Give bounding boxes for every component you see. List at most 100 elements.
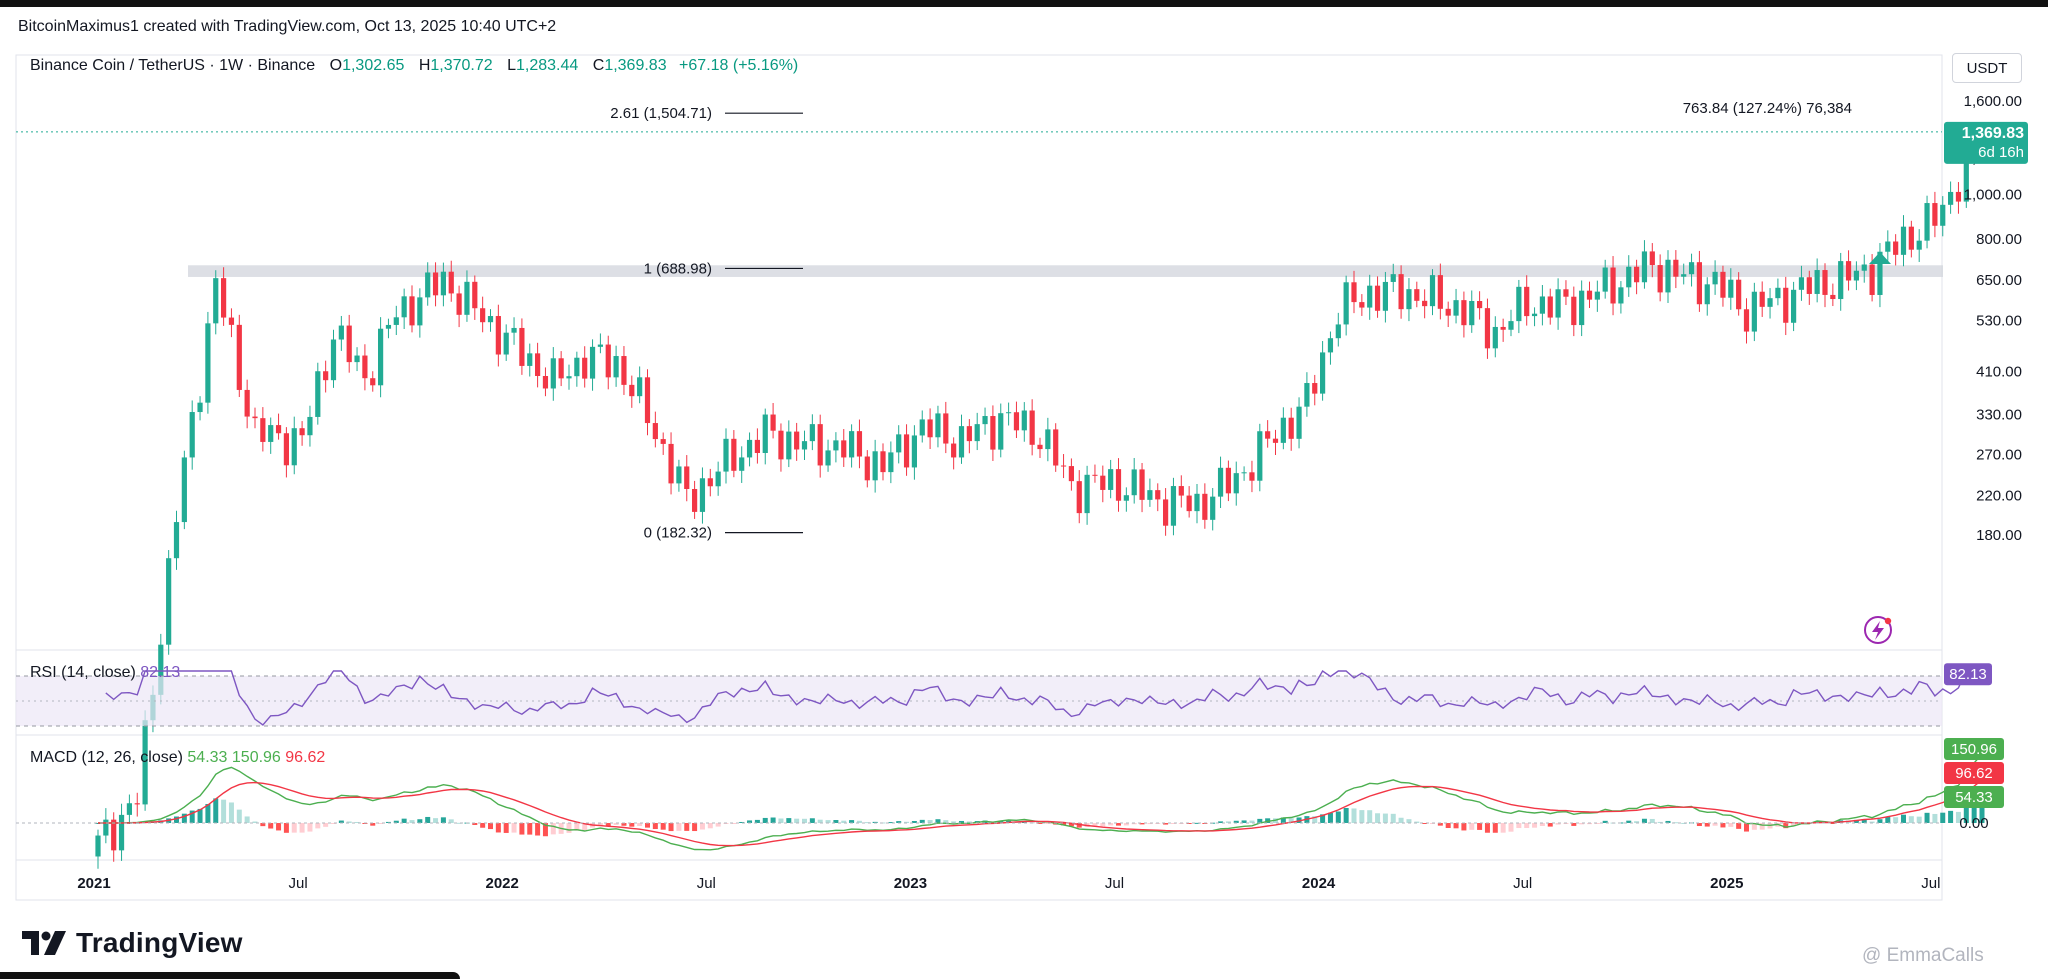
chart-frame (15, 54, 1943, 901)
macd-hist-bar (550, 823, 556, 835)
fib-label: 2.61 (1,504.71) (610, 105, 712, 122)
candle-body (1814, 270, 1820, 294)
candle-body (1649, 251, 1655, 266)
candle (1791, 281, 1797, 332)
candle (558, 351, 564, 387)
price-tick: 1,600.00 (1964, 93, 2022, 110)
symbol-name[interactable]: Binance Coin / TetherUS · 1W · Binance (30, 57, 316, 74)
macd-hist-bar (809, 818, 815, 823)
macd-hist-bar (731, 823, 737, 824)
candle (731, 430, 737, 478)
macd-hist-bar (1641, 818, 1647, 823)
macd-hist-bar (1249, 820, 1255, 823)
candle-body (1445, 308, 1451, 316)
candle (1210, 487, 1216, 531)
candle-body (197, 402, 203, 413)
candle (456, 285, 462, 328)
macd-hist-bar (1477, 823, 1483, 830)
macd-hist-bar (346, 821, 352, 823)
candle (794, 422, 800, 461)
candle-body (1853, 270, 1859, 281)
candle-body (1076, 481, 1082, 514)
macd-hist-bar (613, 823, 619, 825)
candle (1461, 291, 1467, 338)
candle-body (1453, 300, 1459, 316)
macd-hist-bar (645, 823, 650, 828)
candle (1021, 402, 1027, 442)
candle-body (974, 424, 980, 442)
macd-hist-bar (1539, 823, 1545, 827)
flash-icon-dot (1884, 617, 1892, 625)
rsi-legend[interactable]: RSI (14, close) 82.13 (30, 664, 180, 682)
fib-level[interactable]: 0 (182.32) (644, 525, 803, 542)
macd-hist-bar (1508, 823, 1514, 832)
fib-level[interactable]: 2.61 (1,504.71) (610, 105, 803, 122)
candle (1555, 278, 1561, 330)
signal-line (98, 779, 1983, 847)
candle (739, 446, 745, 483)
candle-body (1908, 226, 1914, 250)
candle (181, 450, 187, 530)
macd-hist-bar (503, 823, 509, 833)
candle (951, 437, 957, 470)
candle-body (825, 450, 831, 466)
candle-body (480, 308, 486, 323)
symbol-legend[interactable]: Binance Coin / TetherUS · 1W · Binance O… (30, 57, 798, 75)
candle-body (307, 416, 313, 436)
candle-body (1861, 264, 1867, 271)
candle (582, 346, 588, 388)
candle (896, 425, 902, 464)
price-badge[interactable]: 1,369.83 6d 16h (1944, 121, 2028, 164)
candle-body (660, 439, 666, 444)
candle (1013, 401, 1020, 439)
candle-body (370, 378, 376, 386)
candle (1382, 271, 1388, 323)
macd-hist-bar (911, 821, 917, 823)
macd-hist-bar (1163, 823, 1169, 825)
candle (1469, 290, 1475, 333)
hist-badge-value: 54.33 (1955, 789, 1993, 806)
tradingview-brand[interactable]: TradingView (22, 927, 243, 958)
candle-body (1123, 495, 1129, 501)
candle-body (958, 426, 965, 458)
flash-icon[interactable] (1864, 616, 1892, 644)
candle-body (425, 272, 431, 298)
macd-hist-bar (535, 823, 541, 836)
candle (236, 314, 242, 397)
macd-hist-bar (307, 823, 313, 832)
candle-body (503, 332, 509, 355)
candle (754, 428, 760, 464)
macd-hist-bar (597, 823, 603, 826)
candle-body (1610, 267, 1616, 304)
candle-body (111, 819, 117, 851)
candle (1743, 298, 1750, 344)
candle (1885, 230, 1891, 261)
candle (1641, 240, 1648, 289)
candle (535, 342, 541, 388)
candle (574, 351, 580, 387)
candle-body (228, 317, 235, 325)
candle-body (1163, 499, 1169, 526)
currency-button[interactable]: USDT (1952, 53, 2022, 83)
candle (684, 455, 690, 502)
candle-body (511, 327, 517, 333)
bottom-border (0, 972, 460, 979)
candle (252, 407, 258, 429)
candle (958, 414, 965, 464)
macd-hist-bar (1382, 813, 1388, 823)
candle-body (652, 423, 658, 440)
candle (1610, 256, 1616, 316)
macd-hist-bar (1532, 823, 1538, 828)
candle (378, 317, 384, 398)
candle-body (1469, 301, 1475, 326)
candle (809, 414, 815, 451)
macd-hist-bar (197, 808, 203, 823)
candle-body (1045, 429, 1051, 450)
macd-legend[interactable]: MACD (12, 26, close) 54.33 150.96 96.62 (30, 749, 325, 767)
candle-body (205, 323, 211, 403)
fib-level[interactable]: 1 (688.98) (644, 260, 803, 277)
candle (1822, 263, 1828, 308)
candle-body (888, 452, 894, 473)
candle (393, 305, 399, 336)
